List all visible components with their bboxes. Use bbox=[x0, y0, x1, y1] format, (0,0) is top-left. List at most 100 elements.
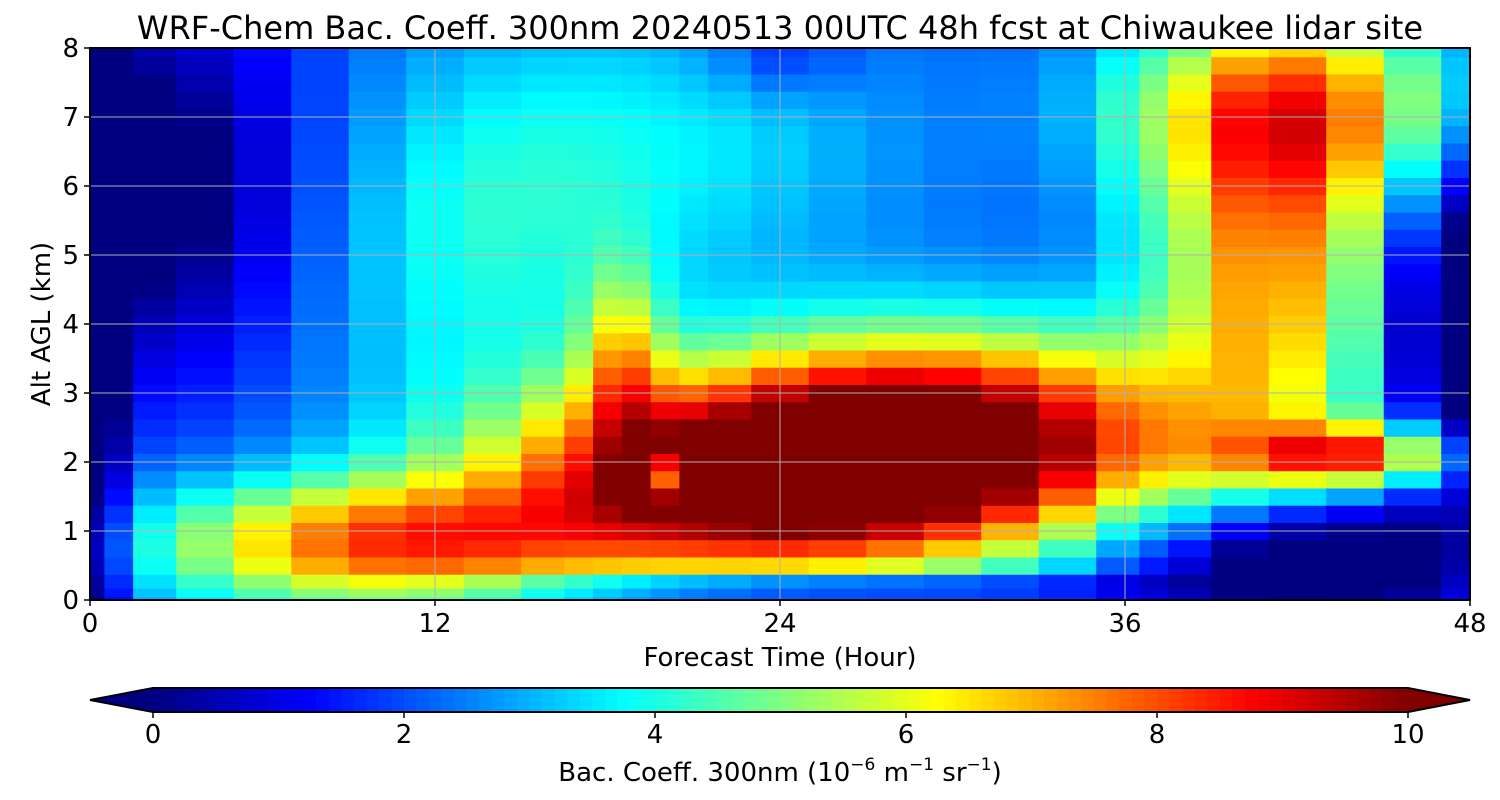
heatmap-cell bbox=[104, 574, 134, 589]
heatmap-cell bbox=[650, 436, 680, 454]
heatmap-cell bbox=[866, 470, 925, 489]
heatmap-cell bbox=[176, 539, 235, 558]
colorbar-segment bbox=[328, 688, 342, 712]
heatmap-cell bbox=[679, 73, 709, 92]
heatmap-cell bbox=[463, 596, 522, 600]
heatmap-cell bbox=[866, 418, 925, 437]
heatmap-cell bbox=[708, 436, 752, 454]
heatmap-cell bbox=[866, 587, 925, 598]
heatmap-cell bbox=[1139, 556, 1169, 575]
heatmap-cell bbox=[1383, 596, 1442, 600]
heatmap-cell bbox=[521, 596, 565, 600]
heatmap-cell bbox=[679, 349, 709, 368]
heatmap-cell bbox=[133, 91, 177, 109]
heatmap-cell bbox=[593, 56, 623, 75]
heatmap-cell bbox=[1326, 91, 1385, 109]
heatmap-cell bbox=[348, 574, 407, 589]
heatmap-cell bbox=[176, 125, 235, 144]
heatmap-cell bbox=[104, 487, 134, 506]
heatmap-cell bbox=[650, 401, 680, 420]
heatmap-cell bbox=[621, 574, 652, 589]
colorbar-segment bbox=[529, 688, 543, 712]
heatmap-cell bbox=[1168, 125, 1212, 144]
heatmap-cell bbox=[90, 367, 105, 385]
heatmap-cell bbox=[679, 211, 709, 230]
heatmap-cell bbox=[104, 332, 134, 351]
heatmap-cell bbox=[90, 125, 105, 144]
colorbar-segment bbox=[366, 688, 380, 712]
heatmap-cell bbox=[708, 56, 752, 75]
heatmap-cell bbox=[564, 73, 594, 92]
heatmap-cell bbox=[291, 73, 350, 92]
heatmap-cell bbox=[1268, 280, 1327, 299]
x-tick-label: 12 bbox=[418, 609, 451, 639]
heatmap-cell bbox=[1038, 349, 1097, 368]
heatmap-cell bbox=[866, 298, 925, 316]
heatmap-cell bbox=[1383, 505, 1442, 523]
colorbar-segment bbox=[742, 688, 756, 712]
heatmap-cell bbox=[679, 263, 709, 282]
heatmap-cell bbox=[291, 280, 350, 299]
heatmap-cell bbox=[348, 211, 407, 230]
heatmap-cell bbox=[708, 142, 752, 161]
heatmap-cell bbox=[463, 418, 522, 437]
heatmap-cell bbox=[808, 418, 867, 437]
heatmap-cell bbox=[866, 56, 925, 75]
colorbar-segment bbox=[1257, 688, 1271, 712]
heatmap-cell bbox=[1211, 587, 1270, 598]
heatmap-cell bbox=[564, 211, 594, 230]
heatmap-cell bbox=[679, 470, 709, 489]
colorbar-segment bbox=[1357, 688, 1371, 712]
heatmap-cell bbox=[650, 596, 680, 600]
heatmap-cell bbox=[1168, 487, 1212, 506]
colorbar-segment bbox=[466, 688, 480, 712]
heatmap-cell bbox=[1096, 436, 1140, 454]
heatmap-cell bbox=[521, 211, 565, 230]
colorbar-segment bbox=[667, 688, 681, 712]
colorbar-segment bbox=[1282, 688, 1296, 712]
heatmap-cell bbox=[291, 194, 350, 213]
heatmap-cell bbox=[679, 332, 709, 351]
heatmap-cell bbox=[1168, 505, 1212, 523]
heatmap-cell bbox=[1383, 401, 1442, 420]
heatmap-cell bbox=[104, 401, 134, 420]
heatmap-cell bbox=[1268, 349, 1327, 368]
heatmap-cell bbox=[621, 160, 652, 178]
heatmap-cell bbox=[233, 125, 292, 144]
heatmap-cell bbox=[291, 487, 350, 506]
heatmap-cell bbox=[1139, 298, 1169, 316]
heatmap-cell bbox=[176, 596, 235, 600]
heatmap-cell bbox=[90, 280, 105, 299]
heatmap-cell bbox=[463, 56, 522, 75]
heatmap-cell bbox=[104, 73, 134, 92]
heatmap-cell bbox=[233, 596, 292, 600]
heatmap-cell bbox=[463, 470, 522, 489]
heatmap-cell bbox=[1441, 56, 1470, 75]
colorbar-segment bbox=[579, 688, 593, 712]
heatmap-cell bbox=[176, 229, 235, 247]
heatmap-cell bbox=[90, 194, 105, 213]
heatmap-cell bbox=[348, 194, 407, 213]
heatmap-cell bbox=[133, 211, 177, 230]
heatmap-cell bbox=[104, 125, 134, 144]
colorbar-segment bbox=[542, 688, 556, 712]
heatmap-cell bbox=[1383, 56, 1442, 75]
colorbar-tick-label: 6 bbox=[898, 720, 915, 750]
heatmap-cell bbox=[1139, 596, 1169, 600]
colorbar-segment bbox=[378, 688, 393, 712]
heatmap-cell bbox=[679, 125, 709, 144]
colorbar-label-exp1: −6 bbox=[850, 755, 875, 775]
colorbar-segment bbox=[730, 688, 744, 712]
heatmap-cell bbox=[521, 574, 565, 589]
colorbar-segment bbox=[1031, 688, 1045, 712]
heatmap-cell bbox=[521, 56, 565, 75]
heatmap-cell bbox=[1096, 48, 1140, 58]
heatmap-cell bbox=[1139, 436, 1169, 454]
colorbar-segment bbox=[1194, 688, 1208, 712]
heatmap-cell bbox=[176, 48, 235, 58]
heatmap-cell bbox=[463, 298, 522, 316]
colorbar-segment bbox=[165, 688, 179, 712]
heatmap-cell bbox=[593, 349, 623, 368]
heatmap-cell bbox=[981, 418, 1040, 437]
colorbar-label-unit2: sr bbox=[934, 758, 967, 788]
